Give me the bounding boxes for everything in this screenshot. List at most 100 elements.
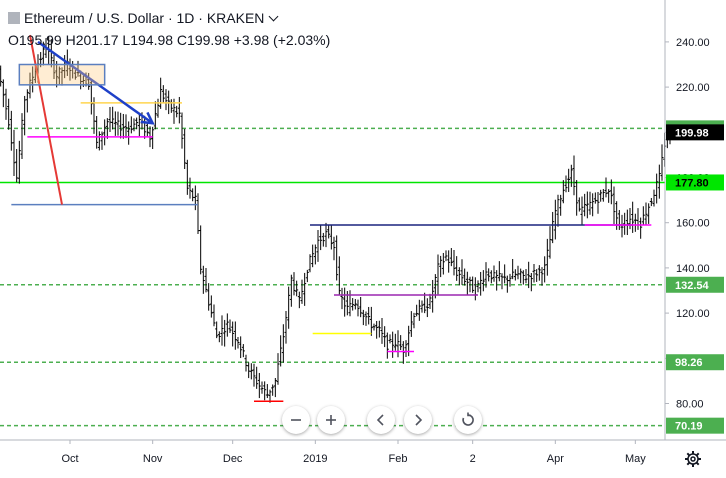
candle	[575, 180, 579, 216]
y-tick-label: 220.00	[676, 82, 710, 94]
candle	[124, 114, 128, 139]
x-tick-label: Dec	[223, 453, 243, 465]
candle	[145, 122, 149, 137]
candle	[183, 128, 187, 170]
candle	[321, 232, 325, 247]
candle	[577, 197, 581, 212]
plus-icon	[326, 415, 336, 425]
candle	[527, 261, 531, 289]
candle	[420, 300, 424, 313]
candle	[55, 61, 59, 88]
candle	[169, 99, 173, 113]
candle	[639, 217, 643, 239]
zoom-out-button[interactable]	[282, 406, 310, 434]
candle	[20, 113, 24, 160]
candle	[337, 256, 341, 296]
candle	[583, 193, 587, 217]
candle	[417, 299, 421, 321]
price-label-text: 70.19	[675, 421, 703, 433]
candle	[295, 280, 299, 297]
candle	[516, 265, 520, 280]
candle	[543, 256, 547, 283]
candle	[385, 332, 389, 359]
candle	[236, 337, 240, 349]
symbol-title[interactable]: Ethereum / U.S. Dollar · 1D · KRAKEN	[8, 10, 279, 26]
candle	[121, 113, 125, 139]
candle	[97, 131, 101, 151]
candle	[281, 324, 285, 363]
candle	[588, 191, 592, 215]
candle	[177, 96, 181, 124]
candle	[631, 201, 635, 233]
candle	[593, 192, 597, 204]
scroll-left-button[interactable]	[367, 406, 395, 434]
candle	[487, 268, 491, 282]
candle	[239, 336, 243, 359]
candle	[609, 179, 613, 205]
candle	[316, 229, 320, 262]
candle	[156, 98, 160, 118]
price-label-bg	[666, 417, 724, 434]
candle	[489, 270, 493, 284]
candle	[265, 384, 269, 399]
symbol-icon	[8, 12, 20, 24]
candle	[388, 334, 392, 344]
trend-arrow-head	[140, 111, 155, 125]
settings-button[interactable]	[682, 448, 704, 470]
candle	[484, 262, 488, 288]
candle	[561, 180, 565, 204]
drawings	[11, 34, 652, 402]
candle	[193, 185, 197, 211]
candle	[623, 212, 627, 235]
candle	[556, 194, 560, 227]
candle	[324, 222, 328, 248]
candle	[308, 254, 312, 273]
candle	[175, 105, 179, 118]
candle	[95, 116, 99, 149]
price-label-bg	[666, 276, 724, 293]
candle	[444, 250, 448, 262]
candle	[524, 269, 528, 284]
candle	[441, 252, 445, 275]
candle	[204, 267, 208, 293]
candle	[617, 210, 621, 230]
candle	[465, 271, 469, 296]
candle	[297, 291, 301, 309]
candle	[284, 311, 288, 344]
candle	[495, 270, 499, 291]
candle	[660, 144, 664, 181]
scroll-right-button[interactable]	[404, 406, 432, 434]
candle	[479, 271, 483, 296]
candle	[12, 129, 16, 176]
candle	[329, 224, 333, 250]
candle	[409, 311, 413, 337]
chevron-left-icon	[376, 414, 384, 426]
candle	[273, 378, 277, 398]
candle	[391, 331, 395, 358]
candle	[377, 320, 381, 338]
candle	[476, 280, 480, 293]
candle	[519, 268, 523, 284]
candle	[1, 79, 5, 108]
candle	[15, 149, 19, 183]
candle	[164, 89, 168, 111]
candle	[396, 330, 400, 358]
candle	[180, 112, 184, 149]
price-label: 70.19	[666, 417, 724, 434]
candle	[503, 264, 507, 284]
candle	[57, 66, 61, 85]
candle	[225, 313, 229, 337]
reset-chart-button[interactable]	[454, 406, 482, 434]
chevron-down-icon[interactable]	[268, 11, 279, 22]
candle	[231, 321, 235, 347]
x-tick-label: Apr	[547, 453, 564, 465]
candle	[215, 321, 219, 339]
candle	[119, 112, 123, 139]
candle	[209, 295, 213, 318]
candle	[249, 363, 253, 380]
zoom-in-button[interactable]	[317, 406, 345, 434]
candle	[332, 236, 336, 261]
candle	[481, 270, 485, 292]
candle	[401, 341, 405, 364]
